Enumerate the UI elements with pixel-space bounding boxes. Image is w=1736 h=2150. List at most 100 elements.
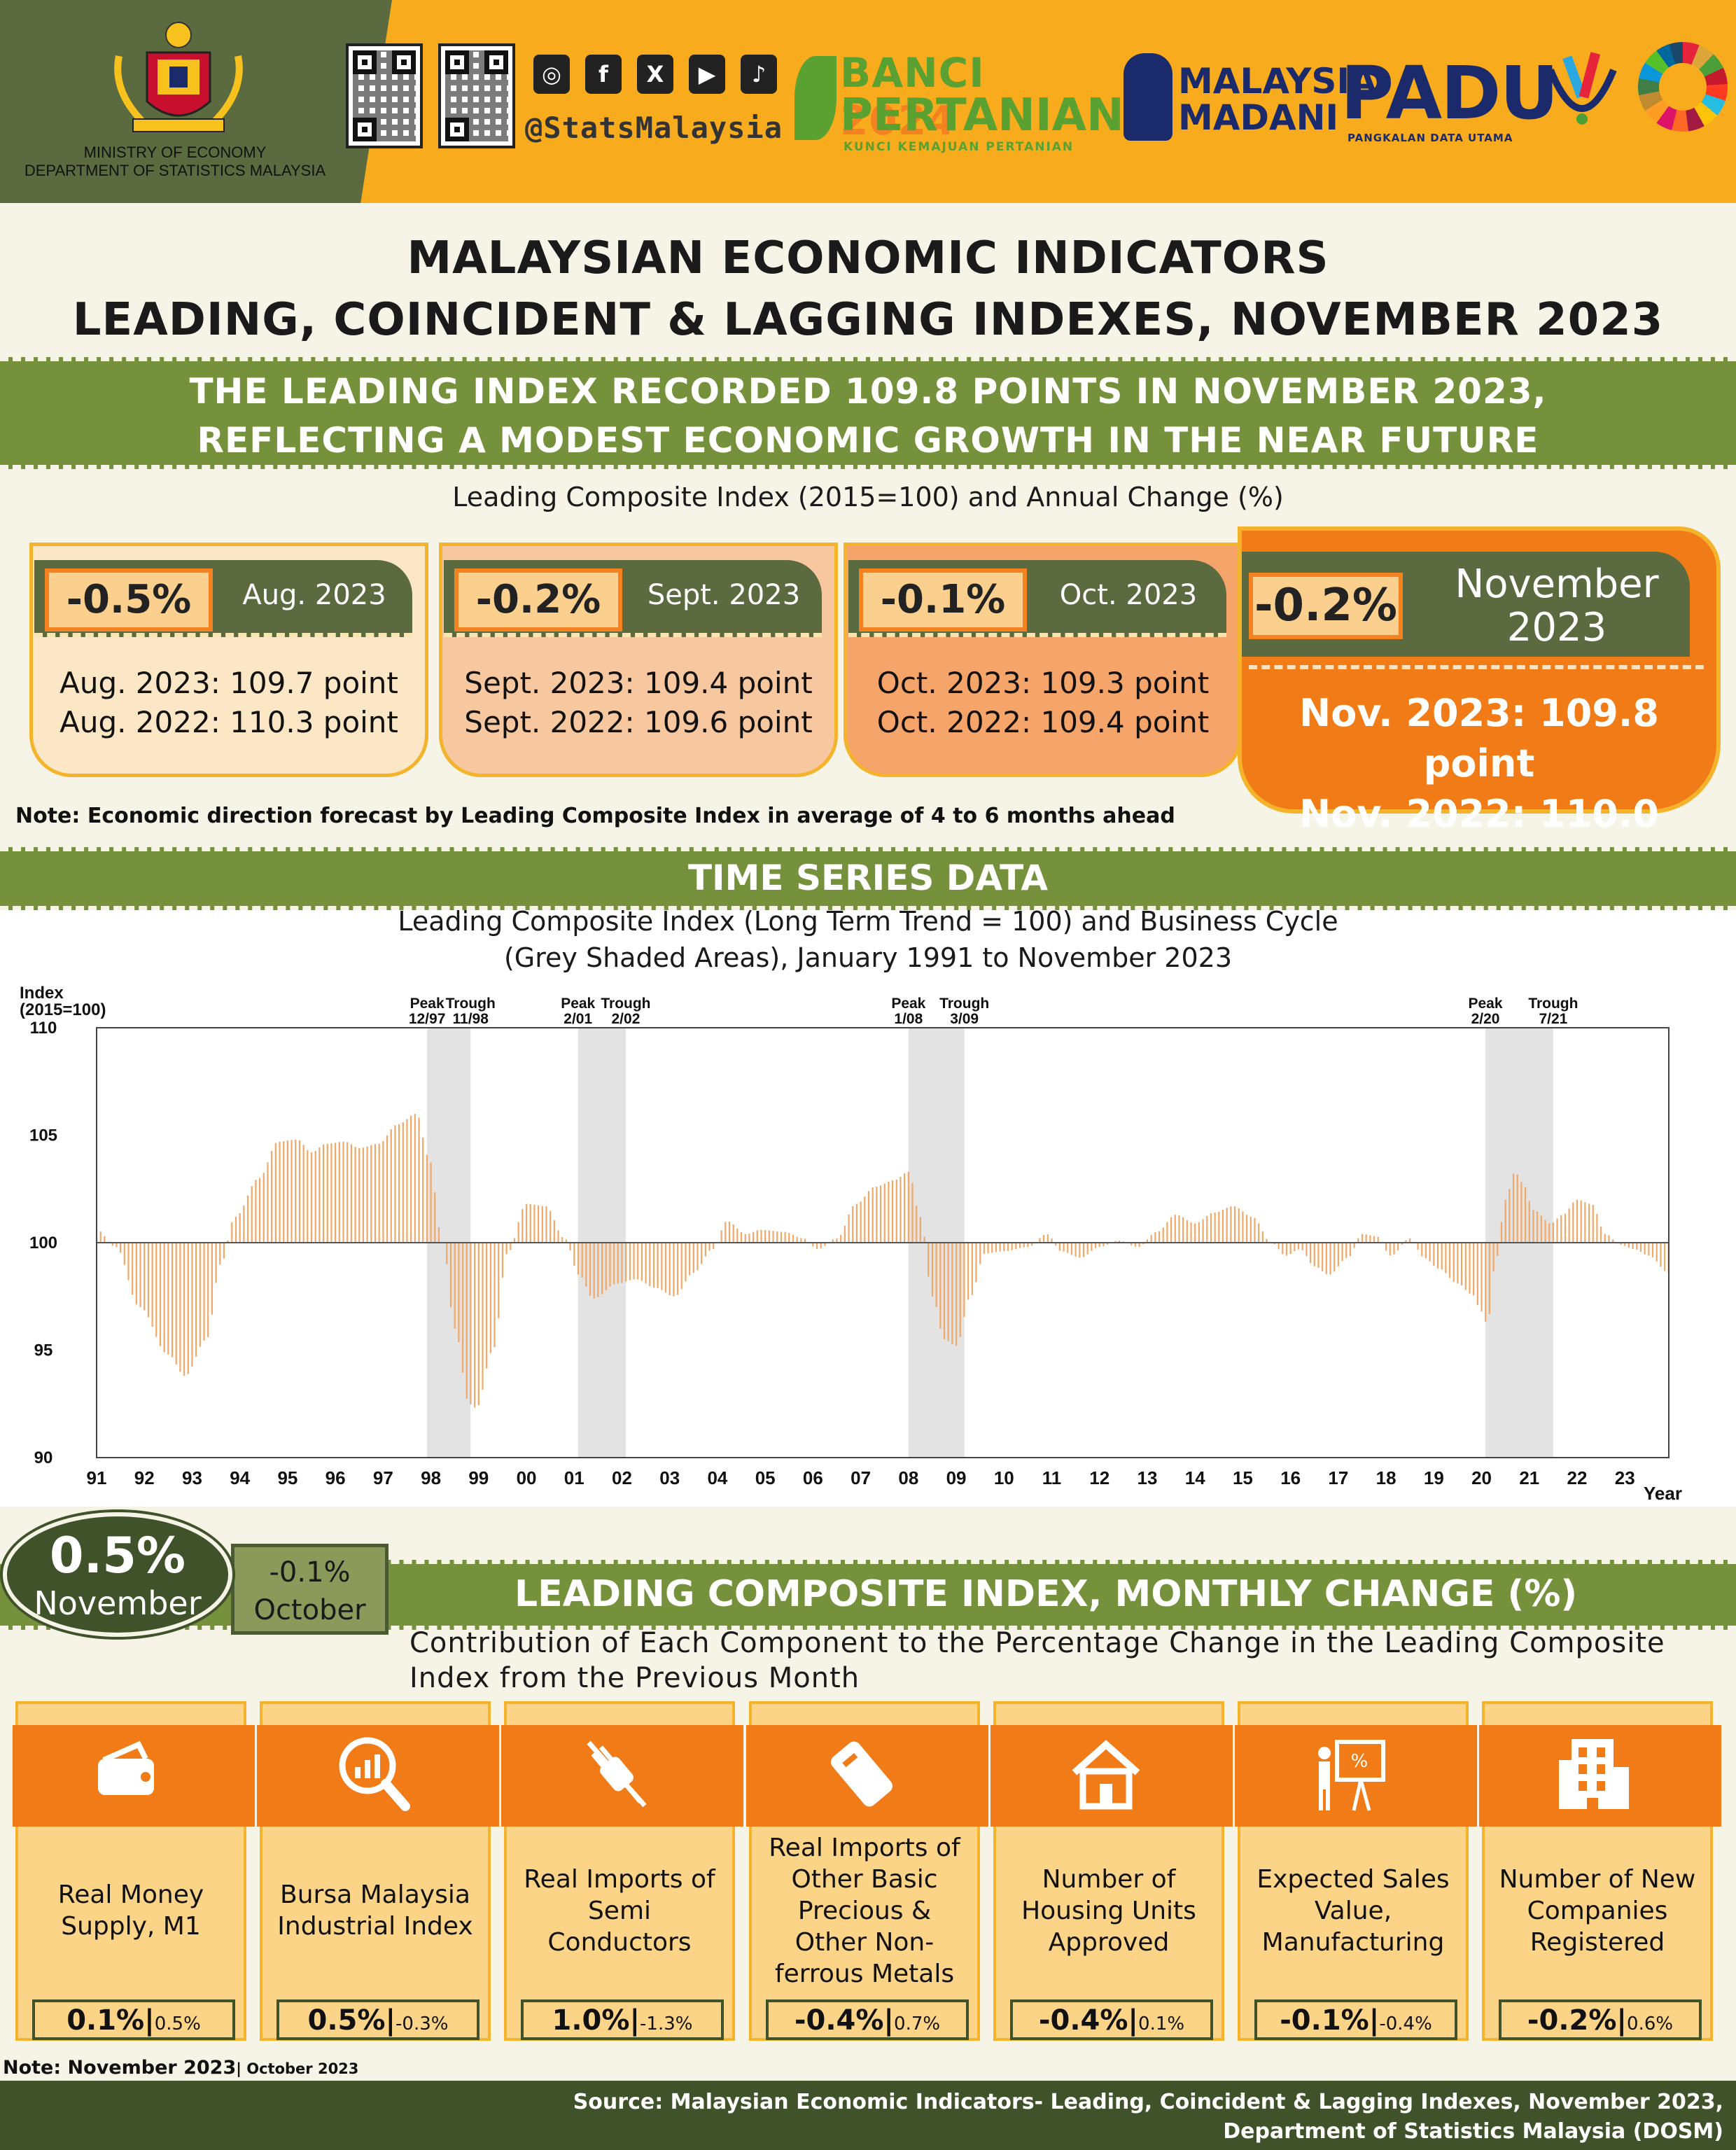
component-nov-change: 1.0%| bbox=[552, 2004, 640, 2037]
y-axis-label-unit: (2015=100) bbox=[20, 1000, 106, 1019]
annual-change-pct: -0.1% bbox=[859, 568, 1027, 631]
card-month: Oct. 2023 bbox=[1059, 579, 1198, 611]
x-tick-label: 11 bbox=[1042, 1467, 1062, 1488]
component-name: Real Imports of Semi Conductors bbox=[524, 1864, 715, 1957]
component-name: Number of Housing Units Approved bbox=[1021, 1864, 1196, 1957]
component-oct-change: -0.3% bbox=[396, 2013, 449, 2034]
component-nov-change: 0.5%| bbox=[307, 2004, 396, 2037]
banci-year: 2024 bbox=[840, 97, 956, 144]
x-tick-label: 12 bbox=[1089, 1467, 1110, 1488]
padu-word: PADU bbox=[1340, 50, 1559, 136]
banci-word: BANCI bbox=[840, 49, 985, 97]
qr-code-icon[interactable] bbox=[438, 43, 515, 148]
current-value: Sept. 2023: 109.4 point bbox=[464, 666, 813, 700]
x-icon[interactable]: X bbox=[637, 55, 673, 94]
cycle-label: Trough bbox=[1528, 996, 1578, 1012]
leaf-icon bbox=[794, 56, 836, 140]
contribution-description: Contribution of Each Component to the Pe… bbox=[410, 1627, 1665, 1694]
x-tick-label: 95 bbox=[277, 1467, 298, 1488]
chart-canvas: 90 95 100 105 110 91 92 93 94 95 96 97 98 99 00 01 02 03… bbox=[20, 984, 1682, 1504]
annual-change-card: -0.1% Oct. 2023 Oct. 2023: 109.3 point O… bbox=[844, 543, 1242, 777]
current-value: Oct. 2023: 109.3 point bbox=[876, 666, 1210, 700]
cycle-date: 7/21 bbox=[1539, 1011, 1567, 1027]
time-series-chart: 90 95 100 105 110 91 92 93 94 95 96 97 98 99 00 01 02 03… bbox=[0, 910, 1736, 1507]
previous-year-value: Aug. 2022: 110.3 point bbox=[59, 705, 398, 739]
y-tick-label: 110 bbox=[30, 1019, 57, 1038]
facebook-icon[interactable]: f bbox=[585, 55, 622, 94]
footer: Source: Malaysian Economic Indicators- L… bbox=[0, 2081, 1736, 2150]
card-header: -0.2% November 2023 bbox=[1242, 552, 1690, 657]
x-tick-label: 93 bbox=[182, 1467, 202, 1488]
x-tick-label: 21 bbox=[1519, 1467, 1539, 1488]
cycle-label: Trough bbox=[939, 996, 989, 1012]
card-month: November bbox=[1455, 561, 1659, 607]
cycle-label: Trough bbox=[446, 996, 496, 1012]
instagram-icon[interactable]: ◎ bbox=[533, 55, 570, 94]
component-nov-change: -0.4%| bbox=[1038, 2004, 1139, 2037]
y-tick-label: 95 bbox=[34, 1341, 53, 1360]
banci-pertanian-logo: BANCI 2024 PERTANIAN KUNCI KEMAJUAN PERT… bbox=[794, 49, 1124, 154]
chart-subtitle-line1: Leading Composite Index (Long Term Trend… bbox=[398, 906, 1338, 937]
component-change: -0.4%|0.1% bbox=[1010, 1999, 1213, 2040]
chart-subtitle-line2: (Grey Shaded Areas), January 1991 to Nov… bbox=[503, 942, 1233, 973]
previous-year-value: Oct. 2022: 109.4 point bbox=[876, 705, 1210, 739]
malaysia-madani-logo: MALAYSIA MADANI bbox=[1124, 53, 1377, 151]
component-icon-banner bbox=[501, 1725, 743, 1827]
x-tick-label: 20 bbox=[1471, 1467, 1492, 1488]
x-tick-label: 97 bbox=[373, 1467, 393, 1488]
cycle-date: 1/08 bbox=[894, 1011, 923, 1027]
x-tick-label: 19 bbox=[1424, 1467, 1444, 1488]
component-name: Real Imports of Other Basic Precious & O… bbox=[769, 1833, 960, 1988]
component-oct-change: 0.6% bbox=[1627, 2013, 1674, 2034]
component-oct-change: 0.7% bbox=[894, 2013, 941, 2034]
cycle-label: Trough bbox=[601, 996, 650, 1012]
component-card: Number of Housing Units Approved -0.4%|0.… bbox=[990, 1701, 1233, 2041]
x-axis-label: Year bbox=[1644, 1483, 1682, 1504]
headline-band: THE LEADING INDEX RECORDED 109.8 POINTS … bbox=[0, 357, 1736, 469]
x-tick-label: 92 bbox=[134, 1467, 155, 1488]
x-tick-label: 96 bbox=[326, 1467, 346, 1488]
x-tick-label: 99 bbox=[468, 1467, 489, 1488]
x-tick-label: 01 bbox=[564, 1467, 584, 1488]
qr-code-icon[interactable] bbox=[346, 43, 423, 148]
x-tick-label: 94 bbox=[230, 1467, 250, 1488]
padu-tagline: PANGKALAN DATA UTAMA bbox=[1348, 132, 1513, 144]
cycle-date: 2/20 bbox=[1471, 1011, 1500, 1027]
annual-change-card: -0.2% Sept. 2023 Sept. 2023: 109.4 point… bbox=[439, 543, 838, 777]
component-card: Bursa Malaysia Industrial Index 0.5%|-0.3… bbox=[257, 1701, 499, 2041]
component-nov-change: -0.2%| bbox=[1527, 2004, 1628, 2037]
cycle-date: 11/98 bbox=[453, 1011, 489, 1027]
source-line1: Source: Malaysian Economic Indicators- L… bbox=[573, 2090, 1723, 2114]
x-tick-label: 04 bbox=[707, 1467, 727, 1488]
x-tick-label: 08 bbox=[898, 1467, 918, 1488]
component-oct-change: 0.1% bbox=[1138, 2013, 1185, 2034]
tiktok-icon[interactable]: ♪ bbox=[741, 55, 777, 94]
cycle-date: 2/02 bbox=[612, 1011, 640, 1027]
x-tick-label: 98 bbox=[421, 1467, 441, 1488]
note-october: | October 2023 bbox=[236, 2060, 359, 2077]
annual-subtitle: Leading Composite Index (2015=100) and A… bbox=[452, 482, 1284, 512]
component-note: Note: November 2023| October 2023 bbox=[3, 2057, 358, 2079]
madani-line2: MADANI bbox=[1178, 97, 1339, 138]
component-icon-banner bbox=[990, 1725, 1233, 1827]
november-pct: 0.5% bbox=[49, 1527, 186, 1584]
cycle-label: Peak bbox=[561, 996, 595, 1012]
svg-text:%: % bbox=[1351, 1751, 1368, 1772]
x-tick-label: 07 bbox=[850, 1467, 871, 1488]
youtube-icon[interactable]: ▶ bbox=[689, 55, 725, 94]
component-icon-banner bbox=[746, 1725, 988, 1827]
card-header: -0.1% Oct. 2023 bbox=[848, 560, 1226, 637]
pertanian-word: PERTANIAN bbox=[840, 90, 1124, 141]
component-card: Real Imports of Other Basic Precious & O… bbox=[746, 1701, 988, 2041]
card-year: 2023 bbox=[1506, 605, 1607, 650]
y-axis-label: Index bbox=[20, 984, 64, 1003]
title-line1: MALAYSIAN ECONOMIC INDICATORS bbox=[407, 232, 1329, 284]
department-line: DEPARTMENT OF STATISTICS MALAYSIA bbox=[24, 162, 326, 179]
card-header: -0.5% Aug. 2023 bbox=[34, 560, 412, 637]
ministry-name: MINISTRY OF ECONOMY DEPARTMENT OF STATIS… bbox=[7, 144, 343, 180]
component-nov-change: -0.1%| bbox=[1280, 2004, 1380, 2037]
x-tick-label: 05 bbox=[755, 1467, 776, 1488]
annual-change-pct: -0.5% bbox=[45, 568, 213, 631]
component-card: Real Imports of Semi Conductors 1.0%|-1.3… bbox=[501, 1701, 743, 2041]
x-tick-label: 91 bbox=[87, 1467, 107, 1488]
